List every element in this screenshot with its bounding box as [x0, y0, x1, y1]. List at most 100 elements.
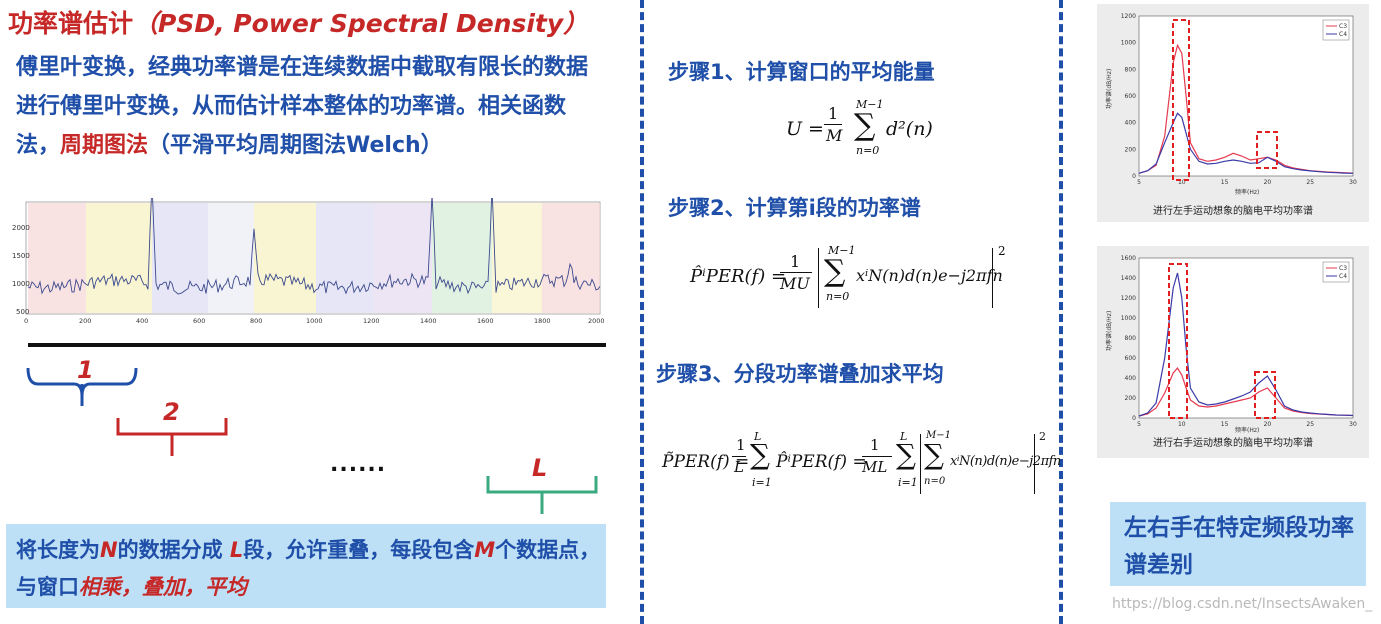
eeg-xtick: 1000	[306, 317, 323, 325]
chart0-legend-c4: C4	[1339, 31, 1347, 38]
eeg-xtick: 2000	[588, 317, 605, 325]
segment-2-brace	[116, 418, 228, 456]
chart0-ytick: 400	[1125, 120, 1137, 127]
eeg-trace	[27, 198, 601, 295]
chart0-ytick: 0	[1132, 173, 1136, 180]
sum-symbol: ∑	[924, 438, 944, 471]
chart1-xtick: 30	[1349, 421, 1357, 428]
chart0-ytick: 600	[1125, 93, 1137, 100]
sum-symbol: ∑	[896, 438, 916, 471]
formula-lhs: P̂ⁱPER(f) =	[690, 266, 787, 287]
highlight-box-alpha	[1168, 263, 1188, 419]
chart1-ytick: 400	[1125, 375, 1137, 382]
chart1-xtick: 5	[1137, 421, 1141, 428]
segment-label-2: 2	[163, 398, 180, 426]
note-text: 的数据分成	[117, 538, 223, 562]
formula-segment-psd: P̂ⁱPER(f) = 1 MU M−1 ∑ n=0 xⁱN(n)d(n)e−j…	[690, 244, 1020, 318]
note-var-l: L	[229, 538, 244, 562]
note-var-n: N	[100, 538, 118, 562]
divider-right	[1059, 0, 1063, 624]
chart1-xtick: 20	[1264, 421, 1272, 428]
sum-upper: L	[754, 430, 762, 443]
chart1-caption: 进行右手运动想象的脑电平均功率谱	[1153, 436, 1313, 449]
chart0-xtick: 20	[1264, 179, 1272, 186]
eeg-ytick: 1000	[12, 280, 30, 288]
data-length-bar	[28, 343, 606, 347]
eeg-ytick: 2000	[12, 224, 30, 232]
chart1-xtick: 15	[1221, 421, 1229, 428]
chart0-xtick: 10	[1178, 179, 1186, 186]
eeg-xtick: 1600	[477, 317, 494, 325]
chart0-xtick: 5	[1137, 179, 1141, 186]
sum-upper: L	[900, 430, 908, 443]
chart1-ytick: 1400	[1121, 275, 1136, 282]
chart1-xtick: 10	[1178, 421, 1186, 428]
fraction-denominator: M	[826, 126, 843, 145]
sum-lower: n=0	[856, 144, 880, 157]
fraction-denominator: ML	[862, 458, 888, 476]
formula-body: d²(n)	[886, 118, 933, 140]
series-line-c4	[1138, 272, 1354, 417]
chart1-xtick: 25	[1306, 421, 1314, 428]
exponent: 2	[1039, 430, 1046, 443]
eeg-xtick: 1800	[534, 317, 551, 325]
desc-highlight: 周期图法	[60, 133, 149, 158]
chart-right-hand-svg: 1600 1400 1200 1000 800 600 400 200 0 5 10 15 20 25 3…	[1105, 255, 1357, 449]
chart0-xtick: 30	[1349, 179, 1357, 186]
eeg-signal-plot: 2000 1500 1000 500 0 200 400 600 800 100…	[12, 198, 605, 325]
highlight-box-beta	[1254, 371, 1276, 419]
chart1-xlabel: 频率(Hz)	[1235, 426, 1259, 434]
chart1-legend-c4: C4	[1339, 273, 1347, 280]
chart-left-hand: 1200 1000 800 600 400 200 0 5 10 15 20 25 30 功率谱(dB…	[1097, 4, 1369, 222]
chart0-ytick: 1200	[1121, 13, 1136, 20]
ellipsis: ......	[330, 452, 387, 477]
eeg-xtick: 1400	[420, 317, 437, 325]
eeg-ytick: 500	[16, 308, 29, 316]
exponent: 2	[998, 244, 1006, 258]
chart1-ytick: 800	[1125, 335, 1137, 342]
step-1-heading: 步骤1、计算窗口的平均能量	[668, 60, 935, 84]
sum-lower: i=1	[752, 476, 772, 489]
chart0-ytick: 1000	[1121, 40, 1136, 47]
segmentation-note: 将长度为N的数据分成 L段，允许重叠，每段包含M个数据点，与窗口相乘，叠加，平均	[6, 524, 606, 608]
segment-label-1: 1	[77, 356, 94, 384]
chart0-legend-c3: C3	[1339, 23, 1347, 30]
sum-lower: n=0	[826, 290, 850, 303]
sum-symbol: ∑	[750, 438, 770, 471]
chart0-ylabel: 功率谱(dB/Hz)	[1105, 69, 1113, 109]
sum-upper: M−1	[856, 98, 884, 111]
fraction-numerator: 1	[790, 252, 801, 271]
title-en: （PSD, Power Spectral Density）	[133, 9, 589, 38]
fraction-numerator: 1	[736, 436, 746, 454]
chart-left-hand-svg: 1200 1000 800 600 400 200 0 5 10 15 20 25 30 功率谱(dB…	[1105, 13, 1357, 217]
segment-label-l: L	[532, 454, 548, 482]
sum-upper: M−1	[926, 430, 951, 441]
chart0-ytick: 800	[1125, 66, 1137, 73]
eeg-xtick: 200	[79, 317, 91, 325]
chart1-legend-c3: C3	[1339, 265, 1347, 272]
note-ops: 相乘，叠加，平均	[79, 575, 247, 599]
divider-left	[640, 0, 644, 624]
formula-lhs: U =	[786, 118, 824, 140]
highlight-box-alpha	[1172, 19, 1190, 181]
sum-symbol: ∑	[824, 254, 846, 289]
chart1-ylabel: 功率谱(dB/Hz)	[1105, 311, 1113, 351]
fraction-numerator: 1	[828, 104, 839, 123]
eeg-ytick: 1500	[12, 252, 30, 260]
formula-lhs: P̃PER(f) =	[662, 452, 750, 472]
eeg-xtick: 400	[136, 317, 148, 325]
chart-right-hand: 1600 1400 1200 1000 800 600 400 200 0 5 10 15 20 25 3…	[1097, 246, 1369, 458]
chart1-ytick: 1600	[1121, 255, 1136, 262]
desc-text-2: （平滑平均周期图法Welch）	[148, 133, 443, 158]
highlight-box-beta	[1256, 131, 1278, 169]
step-2-heading: 步骤2、计算第i段的功率谱	[668, 196, 921, 220]
description: 傅里叶变换，经典功率谱是在连续数据中截取有限长的数据进行傅里叶变换，从而估计样本…	[16, 48, 606, 165]
formula-body: xⁱN(n)d(n)e−j2πfn	[856, 266, 1003, 285]
sum-upper: M−1	[828, 244, 856, 257]
desc-text-1: 傅里叶变换，经典功率谱是在连续数据中截取有限长的数据进行傅里叶变换，从而估计样本…	[16, 55, 589, 158]
segment-l-brace	[486, 476, 598, 514]
segment-1-brace	[26, 367, 138, 406]
eeg-xtick: 600	[193, 317, 205, 325]
chart0-xtick: 15	[1221, 179, 1229, 186]
formula-mid: P̂ⁱPER(f) =	[776, 452, 867, 472]
